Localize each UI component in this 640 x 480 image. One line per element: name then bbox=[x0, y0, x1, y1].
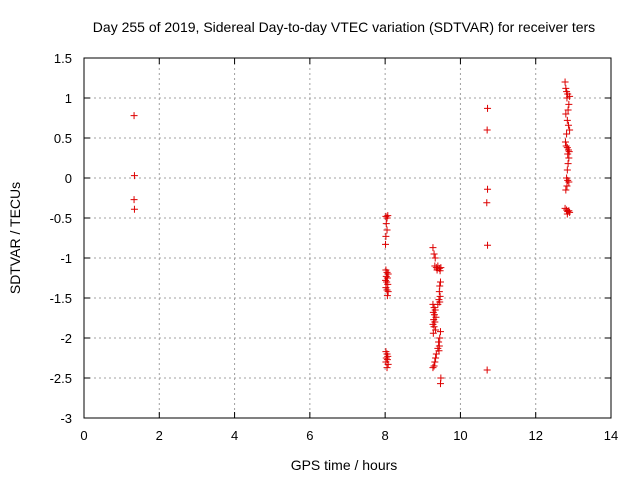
data-point bbox=[382, 276, 390, 284]
x-tick-label: 0 bbox=[80, 428, 87, 443]
data-points bbox=[130, 78, 574, 388]
y-tick-label: 1 bbox=[65, 91, 72, 106]
data-point bbox=[565, 154, 573, 162]
x-tick-label: 12 bbox=[528, 428, 542, 443]
data-point bbox=[436, 334, 444, 342]
y-tick-label: -3 bbox=[60, 411, 72, 426]
data-point bbox=[130, 196, 138, 204]
data-point bbox=[563, 182, 571, 190]
data-point bbox=[384, 288, 392, 296]
data-point bbox=[565, 178, 573, 186]
data-point bbox=[430, 323, 438, 331]
data-point bbox=[432, 350, 440, 358]
data-point bbox=[382, 240, 390, 248]
data-point bbox=[429, 244, 437, 252]
data-point bbox=[130, 205, 138, 213]
data-point bbox=[562, 110, 570, 118]
data-point bbox=[382, 220, 390, 228]
y-tick-label: -0.5 bbox=[50, 211, 72, 226]
data-point bbox=[566, 126, 574, 134]
axis-ticks bbox=[83, 57, 612, 419]
x-tick-label: 10 bbox=[453, 428, 467, 443]
data-point bbox=[382, 232, 390, 240]
data-point bbox=[383, 226, 391, 234]
data-point bbox=[429, 364, 437, 372]
data-point bbox=[564, 146, 572, 154]
data-point bbox=[130, 172, 138, 180]
x-tick-label: 6 bbox=[306, 428, 313, 443]
data-point bbox=[483, 199, 491, 207]
data-point bbox=[483, 366, 491, 374]
data-point bbox=[483, 126, 491, 134]
data-point bbox=[433, 266, 441, 274]
data-point bbox=[561, 78, 569, 86]
y-tick-label: 0 bbox=[65, 171, 72, 186]
y-tick-label: -1 bbox=[60, 251, 72, 266]
data-point bbox=[431, 254, 439, 262]
data-point bbox=[436, 380, 444, 388]
data-point bbox=[562, 84, 570, 92]
y-tick-label: -1.5 bbox=[50, 291, 72, 306]
data-point bbox=[563, 94, 571, 102]
data-point bbox=[130, 112, 138, 120]
data-point bbox=[565, 207, 573, 215]
x-tick-label: 8 bbox=[382, 428, 389, 443]
data-point bbox=[564, 121, 572, 129]
data-point bbox=[382, 212, 390, 220]
x-axis-label: GPS time / hours bbox=[291, 457, 398, 473]
data-point bbox=[562, 186, 570, 194]
data-point bbox=[436, 267, 444, 275]
data-point bbox=[484, 241, 492, 249]
data-point bbox=[384, 360, 392, 368]
x-tick-label: 2 bbox=[156, 428, 163, 443]
data-point bbox=[564, 160, 572, 168]
data-point bbox=[563, 166, 571, 174]
data-point bbox=[432, 354, 440, 362]
data-point bbox=[564, 176, 572, 184]
data-point bbox=[429, 300, 437, 308]
data-point bbox=[436, 278, 444, 286]
x-axis-tick-labels: 0 2 4 6 8 10 12 14 bbox=[80, 428, 618, 443]
y-tick-label: -2.5 bbox=[50, 371, 72, 386]
data-point bbox=[484, 185, 492, 193]
data-point bbox=[563, 130, 571, 138]
data-point bbox=[435, 338, 443, 346]
data-point bbox=[563, 116, 571, 124]
data-point bbox=[563, 210, 571, 218]
data-point bbox=[436, 328, 444, 336]
data-point bbox=[383, 292, 391, 300]
data-point bbox=[384, 212, 392, 220]
data-point bbox=[564, 150, 572, 158]
data-point bbox=[561, 138, 569, 146]
x-tick-label: 14 bbox=[604, 428, 618, 443]
y-tick-label: -2 bbox=[60, 331, 72, 346]
data-point bbox=[431, 358, 439, 366]
y-axis-tick-labels: -3 -2.5 -2 -1.5 -1 -0.5 0 0.5 1 1.5 bbox=[50, 51, 72, 426]
data-point bbox=[565, 100, 573, 108]
y-tick-label: 1.5 bbox=[54, 51, 72, 66]
data-point bbox=[429, 329, 437, 337]
data-point bbox=[564, 106, 572, 114]
grid-lines bbox=[84, 58, 611, 418]
data-point bbox=[435, 288, 443, 296]
data-point bbox=[437, 264, 445, 272]
y-tick-label: 0.5 bbox=[54, 131, 72, 146]
x-tick-label: 4 bbox=[231, 428, 238, 443]
chart-title: Day 255 of 2019, Sidereal Day-to-day VTE… bbox=[93, 19, 595, 35]
y-axis-label: SDTVAR / TECUs bbox=[7, 182, 23, 294]
data-point bbox=[430, 250, 438, 258]
plot-frame bbox=[83, 57, 612, 419]
data-point bbox=[484, 104, 492, 112]
data-point bbox=[562, 142, 570, 150]
data-point bbox=[430, 362, 438, 370]
data-point bbox=[383, 364, 391, 372]
